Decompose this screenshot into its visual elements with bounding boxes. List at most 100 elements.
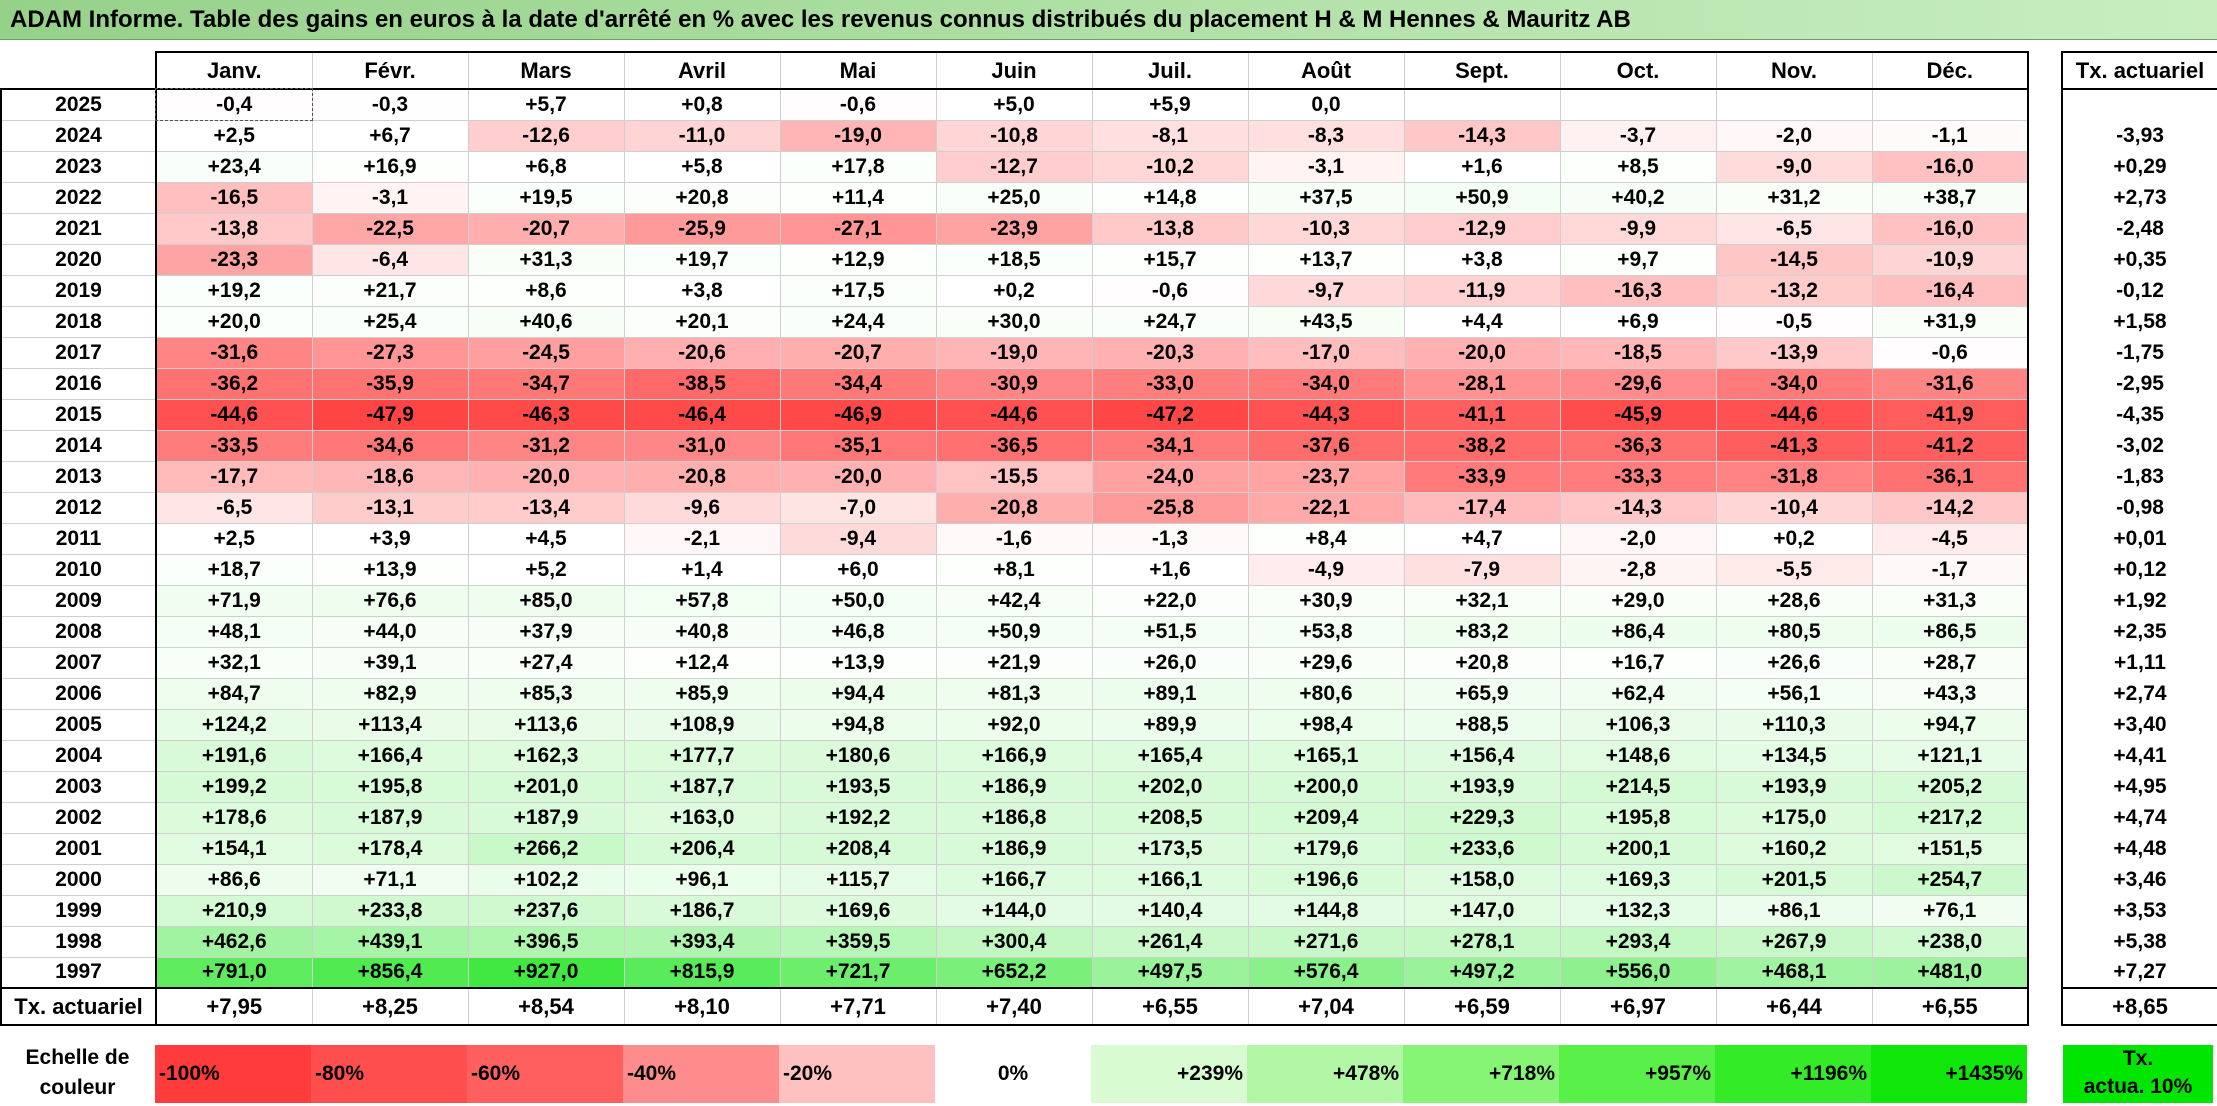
color-scale-step: -20%	[779, 1045, 935, 1103]
color-scale-step: +239%	[1091, 1045, 1247, 1103]
gain-cell: +19,7	[624, 244, 781, 276]
gain-cell: -31,6	[156, 337, 313, 369]
year-row: 2001 +154,1 +178,4 +266,2 +206,4 +208,4 +186,9…	[0, 833, 2029, 865]
gain-cell: +148,6	[1560, 740, 1717, 772]
footer-tx-cell: +7,95	[156, 987, 313, 1026]
color-scale-label: Echelle de couleur	[0, 1043, 155, 1106]
gain-cell: +94,8	[780, 709, 937, 741]
gain-cell: +20,8	[1404, 647, 1561, 679]
gain-cell: -34,0	[1716, 368, 1873, 400]
gain-cell: +43,5	[1248, 306, 1405, 338]
gain-cell: +106,3	[1560, 709, 1717, 741]
footer-tx-cell: +8,25	[312, 987, 469, 1026]
tx-actuariel-cell: +1,11	[2061, 647, 2217, 678]
gain-cell: -41,9	[1872, 399, 2029, 431]
gain-cell: +24,4	[780, 306, 937, 338]
gain-cell: -4,5	[1872, 523, 2029, 555]
gain-cell: +85,3	[468, 678, 625, 710]
gain-cell: +84,7	[156, 678, 313, 710]
year-label: 2003	[0, 771, 157, 803]
gain-cell: +50,9	[1404, 182, 1561, 214]
gain-cell: +3,8	[624, 275, 781, 307]
year-row: 2023 +23,4 +16,9 +6,8 +5,8 +17,8 -12,7 -10,2 -3,…	[0, 151, 2029, 183]
gain-cell: +192,2	[780, 802, 937, 834]
gain-cell: +15,7	[1092, 244, 1249, 276]
gain-cell: -24,0	[1092, 461, 1249, 493]
tx-actuariel-cell: -2,95	[2061, 368, 2217, 399]
gain-cell: -34,7	[468, 368, 625, 400]
gain-cell: -16,5	[156, 182, 313, 214]
gain-cell: +556,0	[1560, 957, 1717, 989]
gain-cell: +576,4	[1248, 957, 1405, 989]
gain-cell: +48,1	[156, 616, 313, 648]
gain-cell: -46,3	[468, 399, 625, 431]
gain-cell: +83,2	[1404, 616, 1561, 648]
gain-cell: +481,0	[1872, 957, 2029, 989]
year-row: 2021 -13,8 -22,5 -20,7 -25,9 -27,1 -23,9 -13,8-…	[0, 213, 2029, 245]
gain-cell: +5,2	[468, 554, 625, 586]
gain-cell: +21,9	[936, 647, 1093, 679]
gain-cell: +24,7	[1092, 306, 1249, 338]
gain-cell: -36,2	[156, 368, 313, 400]
gain-cell: -11,0	[624, 120, 781, 152]
gain-cell: +147,0	[1404, 895, 1561, 927]
gain-cell: -45,9	[1560, 399, 1717, 431]
gain-cell: +37,5	[1248, 182, 1405, 214]
gain-cell: -14,3	[1404, 120, 1561, 152]
tx-actuariel-cell: +2,35	[2061, 616, 2217, 647]
gain-cell: -4,9	[1248, 554, 1405, 586]
gain-cell: -41,2	[1872, 430, 2029, 462]
gain-cell: -20,0	[1404, 337, 1561, 369]
color-scale-step: +1196%	[1715, 1045, 1871, 1103]
gain-cell: -8,1	[1092, 120, 1249, 152]
color-scale-label-line1: Echelle de	[25, 1046, 130, 1069]
gain-cell: -28,1	[1404, 368, 1561, 400]
tx-actuariel-cell: -4,35	[2061, 399, 2217, 430]
gain-cell: +200,0	[1248, 771, 1405, 803]
gain-cell: +497,2	[1404, 957, 1561, 989]
gain-cell: +18,5	[936, 244, 1093, 276]
color-scale-step: -60%	[467, 1045, 623, 1103]
gain-cell: -20,7	[780, 337, 937, 369]
gain-cell: +31,2	[1716, 182, 1873, 214]
year-label: 2011	[0, 523, 157, 555]
year-label: 2009	[0, 585, 157, 617]
gain-cell: +110,3	[1716, 709, 1873, 741]
gain-cell: -47,9	[312, 399, 469, 431]
gain-cell: +26,6	[1716, 647, 1873, 679]
gain-cell: -46,4	[624, 399, 781, 431]
gain-cell: +14,8	[1092, 182, 1249, 214]
gain-cell: -6,4	[312, 244, 469, 276]
gain-cell: -25,8	[1092, 492, 1249, 524]
year-label: 2014	[0, 430, 157, 462]
gain-cell: -23,9	[936, 213, 1093, 245]
month-header: Nov.	[1716, 51, 1873, 90]
gain-cell: +30,9	[1248, 585, 1405, 617]
gain-cell: +42,4	[936, 585, 1093, 617]
gain-cell: -10,8	[936, 120, 1093, 152]
month-header: Févr.	[312, 51, 469, 90]
footer-tx-cell: +6,55	[1872, 987, 2029, 1026]
footer-tx-total: +8,65	[2061, 987, 2217, 1026]
color-scale-step: 0%	[935, 1045, 1091, 1103]
gain-cell: -1,1	[1872, 120, 2029, 152]
tx-actuariel-header: Tx. actuariel	[2061, 51, 2217, 90]
gain-cell: +393,4	[624, 926, 781, 958]
tx-actuariel-cell: -3,02	[2061, 430, 2217, 461]
gain-cell: -10,9	[1872, 244, 2029, 276]
year-label: 1999	[0, 895, 157, 927]
gain-cell: +162,3	[468, 740, 625, 772]
gain-cell: -15,5	[936, 461, 1093, 493]
gain-cell: +3,8	[1404, 244, 1561, 276]
gain-cell: -17,4	[1404, 492, 1561, 524]
gain-cell: -3,1	[312, 182, 469, 214]
gain-cell: +214,5	[1560, 771, 1717, 803]
gain-cell: +17,5	[780, 275, 937, 307]
tx-actuariel-cell: +0,12	[2061, 554, 2217, 585]
gain-cell: +4,4	[1404, 306, 1561, 338]
year-label: 2015	[0, 399, 157, 431]
gain-cell: +31,3	[468, 244, 625, 276]
tx-actuariel-cell: +7,27	[2061, 957, 2217, 989]
gain-cell: +71,9	[156, 585, 313, 617]
gain-cell: +166,9	[936, 740, 1093, 772]
